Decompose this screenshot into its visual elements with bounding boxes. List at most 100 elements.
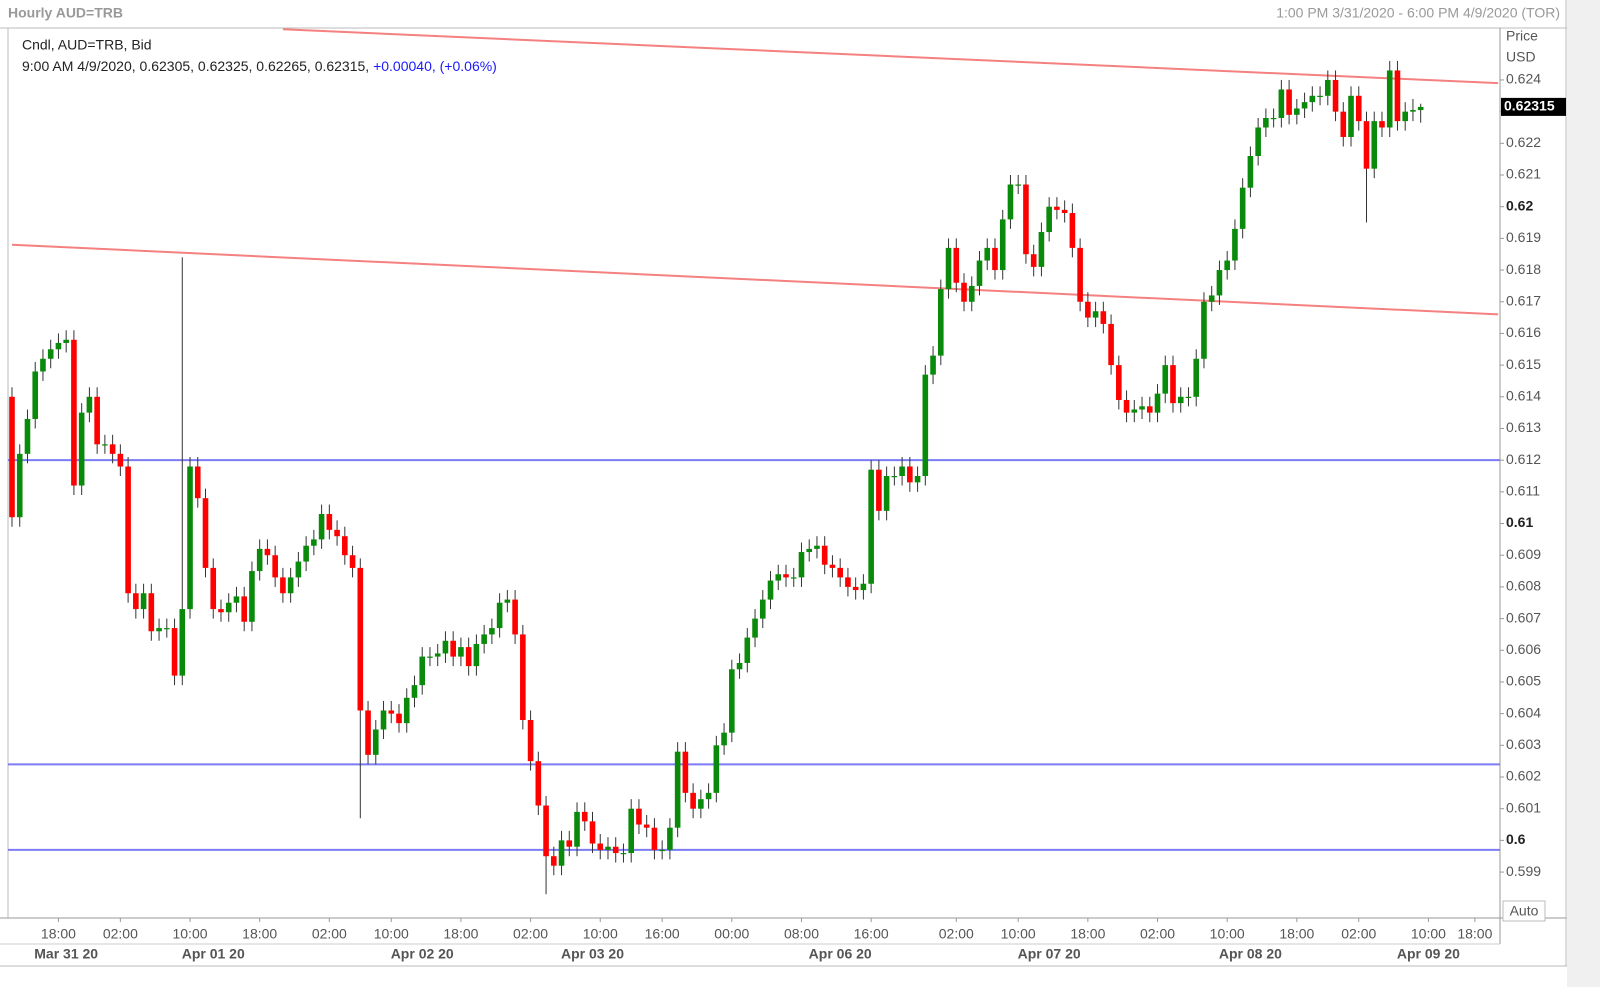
candle-body [736, 662, 743, 670]
candle-body [24, 418, 31, 454]
candle-body [1363, 121, 1370, 169]
y-tick-label: 0.6 [1506, 831, 1526, 847]
candle-body [109, 444, 116, 454]
x-tick-label: 02:00 [312, 926, 347, 942]
candle-body [682, 751, 689, 793]
candle-body [721, 732, 727, 746]
candle-body [1263, 117, 1269, 128]
candle-body [450, 640, 456, 657]
candle-body [845, 577, 851, 587]
y-tick-label: 0.611 [1506, 483, 1540, 499]
candle-body [1247, 156, 1254, 188]
x-tick-label: 18:00 [1070, 926, 1105, 942]
candle-body [504, 599, 511, 603]
date-label: Apr 09 20 [1397, 946, 1460, 962]
candle-body [55, 342, 62, 350]
plot-area [8, 28, 1500, 895]
candle-body [117, 453, 124, 467]
candle-body [729, 669, 735, 733]
candle-body [202, 498, 209, 568]
date-label: Mar 31 20 [34, 946, 98, 962]
candle-body [636, 808, 642, 825]
date-label: Apr 07 20 [1018, 946, 1081, 962]
date-label: Apr 01 20 [182, 946, 245, 962]
candle-body [1355, 95, 1362, 122]
candle-body [1023, 184, 1029, 255]
legend: Cndl, AUD=TRB, Bid [22, 37, 152, 53]
candle-body [953, 247, 960, 283]
candle-body [651, 827, 658, 850]
candle-body [1015, 184, 1021, 186]
candle-body [179, 609, 186, 676]
candle-body [210, 567, 217, 610]
candle-body [326, 514, 333, 530]
candle-body [938, 289, 944, 356]
candle-body [1286, 89, 1292, 115]
y-tick-label: 0.602 [1506, 768, 1541, 784]
info: 9:00 AM 4/9/2020, 0.62305, 0.62325, 0.62… [22, 58, 497, 74]
candle-body [589, 821, 596, 844]
candle-body [9, 396, 15, 518]
candle-body [1332, 79, 1339, 112]
candle-body [1309, 95, 1316, 103]
x-tick-label: 10:00 [1001, 926, 1036, 942]
candle-body [295, 561, 302, 578]
candle-body [976, 260, 983, 286]
candle-body [40, 358, 46, 372]
x-tick-label: 08:00 [784, 926, 819, 942]
candle-body [303, 545, 309, 562]
candle-body [241, 596, 247, 622]
candle-body [411, 685, 418, 698]
last-price-box [1501, 97, 1566, 116]
candle-body [1085, 301, 1091, 318]
candle-body [349, 555, 356, 568]
candle-body [218, 609, 224, 613]
candle-body [32, 371, 39, 419]
x-tick-label: 10:00 [1411, 926, 1446, 942]
candle-body [473, 643, 480, 667]
x-tick-label: 18:00 [1457, 926, 1492, 942]
scale-mode[interactable]: Auto [1510, 903, 1539, 919]
candle-body [380, 710, 387, 730]
candle-body [1193, 358, 1200, 397]
date-label: Apr 06 20 [809, 946, 872, 962]
candle-body [643, 824, 650, 828]
candle-body [156, 628, 162, 632]
y-tick-label: 0.616 [1506, 324, 1541, 340]
candle-body [767, 580, 774, 600]
y-tick-label: 0.615 [1506, 356, 1541, 372]
candle-body [365, 710, 371, 755]
candle-body [1371, 121, 1378, 169]
candle-body [419, 656, 426, 686]
y-tick-label: 0.601 [1506, 799, 1541, 815]
candle-body [1216, 270, 1223, 296]
candle-body [287, 577, 294, 594]
header-title: Hourly AUD=TRB [8, 5, 123, 21]
candle-body [194, 466, 201, 499]
y-tick-label: 0.606 [1506, 641, 1541, 657]
candle-body [140, 593, 147, 610]
candle-body [535, 761, 542, 806]
candle-body [249, 571, 255, 622]
candle-body [628, 808, 634, 854]
candle-body [806, 548, 813, 553]
x-tick-label: 10:00 [1210, 926, 1245, 942]
candle-body [403, 697, 410, 724]
x-tick-label: 16:00 [854, 926, 889, 942]
x-tick-label: 18:00 [242, 926, 277, 942]
scale-mode-box[interactable] [1502, 900, 1546, 922]
y-tick-label: 0.608 [1506, 578, 1541, 594]
candle-body [984, 247, 991, 261]
candle-body [458, 647, 464, 657]
candle-body [512, 599, 518, 635]
candle-body [914, 476, 921, 483]
candle-body [1162, 365, 1169, 394]
candle-body [71, 339, 77, 486]
candle-body [1410, 110, 1416, 112]
candle-body [1030, 254, 1037, 267]
candle-body [86, 396, 93, 413]
x-tick-label: 18:00 [443, 926, 478, 942]
y-tick-label: 0.617 [1506, 292, 1541, 308]
x-tick-label: 18:00 [1279, 926, 1314, 942]
